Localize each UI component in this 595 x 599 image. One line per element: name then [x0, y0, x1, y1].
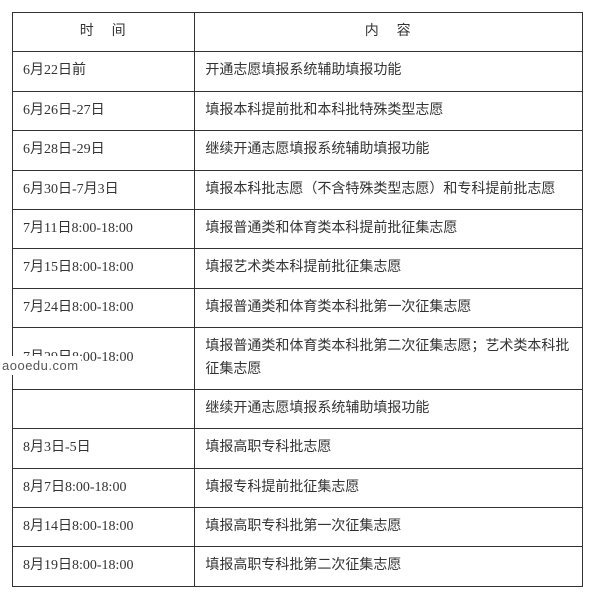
watermark-text: aooedu.com — [0, 356, 81, 375]
cell-content: 填报高职专科批第二次征集志愿 — [195, 547, 583, 586]
cell-time: 8月7日8:00-18:00 — [13, 468, 195, 507]
cell-content: 继续开通志愿填报系统辅助填报功能 — [195, 131, 583, 170]
table-row: 8月3日-5日 填报高职专科批志愿 — [13, 429, 583, 468]
cell-time — [13, 389, 195, 428]
table-header-row: 时 间 内 容 — [13, 13, 583, 52]
table-row: 6月30日-7月3日 填报本科批志愿（不含特殊类型志愿）和专科提前批志愿 — [13, 170, 583, 209]
cell-time: 8月3日-5日 — [13, 429, 195, 468]
cell-content: 继续开通志愿填报系统辅助填报功能 — [195, 389, 583, 428]
cell-time: 8月19日8:00-18:00 — [13, 547, 195, 586]
table-row: 6月28日-29日 继续开通志愿填报系统辅助填报功能 — [13, 131, 583, 170]
cell-content: 填报高职专科批第一次征集志愿 — [195, 508, 583, 547]
table-row: 7月24日8:00-18:00 填报普通类和体育类本科批第一次征集志愿 — [13, 288, 583, 327]
table-row: 8月14日8:00-18:00 填报高职专科批第一次征集志愿 — [13, 508, 583, 547]
cell-content: 填报艺术类本科提前批征集志愿 — [195, 249, 583, 288]
cell-time: 6月28日-29日 — [13, 131, 195, 170]
table-row: 8月19日8:00-18:00 填报高职专科批第二次征集志愿 — [13, 547, 583, 586]
cell-time: 7月24日8:00-18:00 — [13, 288, 195, 327]
cell-time: 6月30日-7月3日 — [13, 170, 195, 209]
header-content: 内 容 — [195, 13, 583, 52]
cell-content: 填报专科提前批征集志愿 — [195, 468, 583, 507]
cell-content: 填报本科提前批和本科批特殊类型志愿 — [195, 91, 583, 130]
table-row: 7月29日8:00-18:00 填报普通类和体育类本科批第二次征集志愿；艺术类本… — [13, 328, 583, 390]
cell-time: 6月26日-27日 — [13, 91, 195, 130]
cell-time: 8月14日8:00-18:00 — [13, 508, 195, 547]
cell-time: 7月11日8:00-18:00 — [13, 209, 195, 248]
header-time: 时 间 — [13, 13, 195, 52]
cell-time: 7月15日8:00-18:00 — [13, 249, 195, 288]
table-row: 6月26日-27日 填报本科提前批和本科批特殊类型志愿 — [13, 91, 583, 130]
cell-content: 填报普通类和体育类本科批第一次征集志愿 — [195, 288, 583, 327]
schedule-table: 时 间 内 容 6月22日前 开通志愿填报系统辅助填报功能 6月26日-27日 … — [12, 12, 583, 587]
cell-content: 填报高职专科批志愿 — [195, 429, 583, 468]
table-row: 7月11日8:00-18:00 填报普通类和体育类本科提前批征集志愿 — [13, 209, 583, 248]
cell-content: 填报本科批志愿（不含特殊类型志愿）和专科提前批志愿 — [195, 170, 583, 209]
table-row: 继续开通志愿填报系统辅助填报功能 — [13, 389, 583, 428]
table-row: 7月15日8:00-18:00 填报艺术类本科提前批征集志愿 — [13, 249, 583, 288]
cell-time: 6月22日前 — [13, 52, 195, 91]
cell-content: 填报普通类和体育类本科提前批征集志愿 — [195, 209, 583, 248]
cell-content: 开通志愿填报系统辅助填报功能 — [195, 52, 583, 91]
table-row: 8月7日8:00-18:00 填报专科提前批征集志愿 — [13, 468, 583, 507]
cell-content: 填报普通类和体育类本科批第二次征集志愿；艺术类本科批征集志愿 — [195, 328, 583, 390]
table-body: 6月22日前 开通志愿填报系统辅助填报功能 6月26日-27日 填报本科提前批和… — [13, 52, 583, 586]
table-row: 6月22日前 开通志愿填报系统辅助填报功能 — [13, 52, 583, 91]
